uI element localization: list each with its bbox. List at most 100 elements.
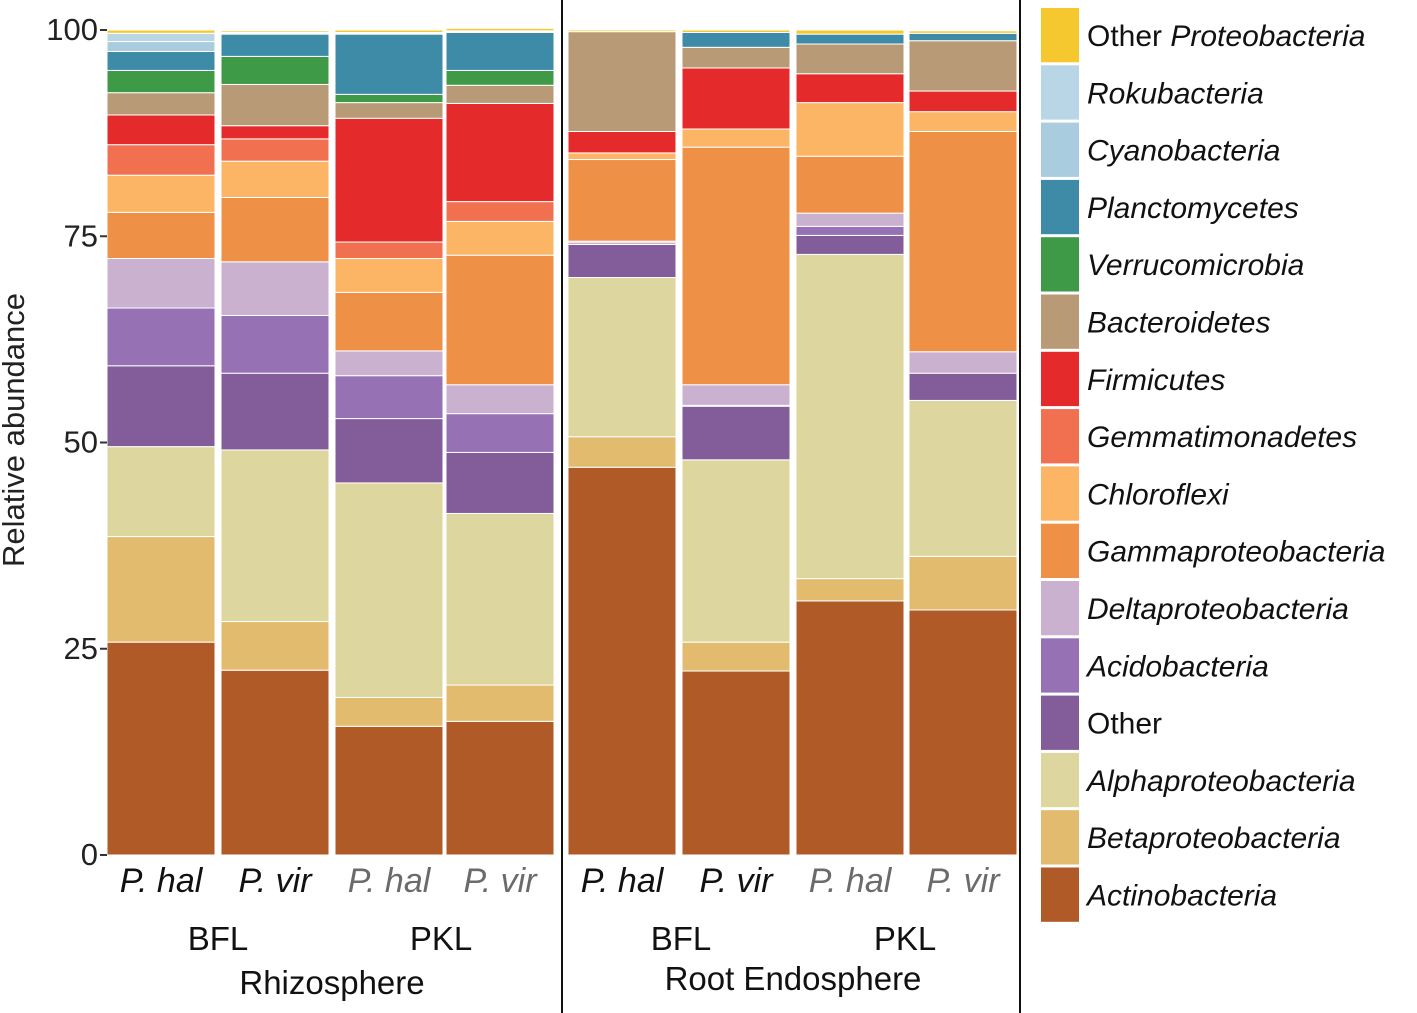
legend-label-bacteroidetes: Bacteroidetes bbox=[1087, 307, 1270, 340]
legend-label-firmicutes: Firmicutes bbox=[1087, 364, 1225, 397]
bar-segment-verrucomicrobia-3 bbox=[334, 93, 444, 104]
bar-segment-gammaproteobacteria-3 bbox=[334, 291, 444, 352]
bar-segment-other-6 bbox=[681, 405, 791, 461]
bar-segment-actinobacteria-2 bbox=[220, 669, 330, 856]
site-group-label-3: BFL bbox=[651, 920, 712, 957]
x-category-label-1: P. hal bbox=[120, 862, 204, 900]
bar-segment-bacteroidetes-7 bbox=[795, 43, 905, 75]
legend-swatch-other bbox=[1041, 695, 1079, 750]
x-category-label-6: P. vir bbox=[699, 862, 774, 900]
bar-segment-alphaproteobacteria-6 bbox=[681, 459, 791, 643]
bar-segment-acidobacteria-7 bbox=[795, 225, 905, 236]
bar-segment-betaproteobacteria-2 bbox=[220, 621, 330, 671]
bar-segment-chloroflexi-5 bbox=[567, 152, 677, 161]
bar-segment-planctomycetes-8 bbox=[908, 32, 1018, 42]
legend-label-taxon: Alphaproteobacteria bbox=[1085, 765, 1356, 798]
bar-segment-bacteroidetes-1 bbox=[106, 92, 216, 116]
bar-segment-deltaproteobacteria-6 bbox=[681, 384, 791, 406]
bar-segment-chloroflexi-4 bbox=[445, 220, 555, 256]
bar-segment-gammaproteobacteria-2 bbox=[220, 196, 330, 263]
bar-segment-gemmatimonadetes-3 bbox=[334, 241, 444, 260]
bar-segment-other-proteobacteria-1 bbox=[106, 29, 216, 34]
bar-segment-verrucomicrobia-1 bbox=[106, 69, 216, 94]
bar-segment-firmicutes-2 bbox=[220, 125, 330, 140]
bar-segment-gemmatimonadetes-4 bbox=[445, 201, 555, 222]
bar-segment-other-2 bbox=[220, 372, 330, 451]
legend-label-taxon: Rokubacteria bbox=[1087, 77, 1264, 110]
bar-segment-other-proteobacteria-3 bbox=[334, 29, 444, 33]
legend-label-gemmatimonadetes: Gemmatimonadetes bbox=[1087, 421, 1357, 454]
bar-segment-chloroflexi-1 bbox=[106, 174, 216, 213]
bar-segment-bacteroidetes-5 bbox=[567, 31, 677, 132]
legend-label-taxon: Proteobacteria bbox=[1170, 20, 1365, 53]
bar-segment-firmicutes-6 bbox=[681, 67, 791, 130]
legend-swatch-betaproteobacteria bbox=[1041, 810, 1079, 865]
bar-segment-planctomycetes-6 bbox=[681, 31, 791, 48]
legend-swatch-gammaproteobacteria bbox=[1041, 523, 1079, 578]
bar-segment-actinobacteria-1 bbox=[106, 641, 216, 856]
bar-segment-other-proteobacteria-8 bbox=[908, 30, 1018, 34]
legend-swatch-chloroflexi bbox=[1041, 466, 1079, 521]
bar-segment-gammaproteobacteria-4 bbox=[445, 254, 555, 386]
legend-label-taxon: Gammaproteobacteria bbox=[1087, 536, 1385, 569]
bar-segment-other-4 bbox=[445, 451, 555, 514]
bar-segment-actinobacteria-6 bbox=[681, 670, 791, 856]
bar-segment-acidobacteria-3 bbox=[334, 375, 444, 420]
bar-segment-alphaproteobacteria-7 bbox=[795, 253, 905, 580]
bar-segment-other-7 bbox=[795, 234, 905, 255]
site-group-label-2: PKL bbox=[410, 920, 472, 957]
legend-swatch-gemmatimonadetes bbox=[1041, 409, 1079, 464]
bar-segment-gammaproteobacteria-1 bbox=[106, 211, 216, 260]
bar-segment-planctomycetes-4 bbox=[445, 31, 555, 71]
bar-segment-firmicutes-4 bbox=[445, 102, 555, 203]
bar-segment-other-3 bbox=[334, 418, 444, 484]
bar-segment-other-proteobacteria-6 bbox=[681, 29, 791, 33]
bar-segment-alphaproteobacteria-4 bbox=[445, 512, 555, 686]
bar-segment-actinobacteria-8 bbox=[908, 609, 1018, 856]
bar-segment-other-1 bbox=[106, 365, 216, 448]
bar-segment-chloroflexi-7 bbox=[795, 102, 905, 157]
legend-swatch-rokubacteria bbox=[1041, 65, 1079, 120]
legend-swatch-bacteroidetes bbox=[1041, 294, 1079, 349]
legend-swatch-actinobacteria bbox=[1041, 867, 1079, 922]
bar-segment-chloroflexi-2 bbox=[220, 160, 330, 198]
bar-segment-actinobacteria-3 bbox=[334, 725, 444, 856]
bar-segment-planctomycetes-3 bbox=[334, 33, 444, 95]
legend-label-taxon: Cyanobacteria bbox=[1087, 135, 1280, 168]
x-category-label-3: P. hal bbox=[348, 862, 432, 900]
bar-segment-bacteroidetes-8 bbox=[908, 40, 1018, 92]
bar-segment-chloroflexi-6 bbox=[681, 128, 791, 148]
bar-segment-acidobacteria-4 bbox=[445, 413, 555, 453]
bar-segment-actinobacteria-7 bbox=[795, 600, 905, 856]
compartment-label-1: Rhizosphere bbox=[239, 964, 424, 1001]
y-tick-label-100: 100 bbox=[46, 12, 98, 47]
bar-segment-firmicutes-1 bbox=[106, 114, 216, 146]
y-tick-label-75: 75 bbox=[64, 218, 98, 253]
legend-label-taxon: Betaproteobacteria bbox=[1087, 822, 1341, 855]
bar-segment-betaproteobacteria-7 bbox=[795, 578, 905, 602]
site-group-label-4: PKL bbox=[874, 920, 936, 957]
x-category-label-4: P. vir bbox=[463, 862, 538, 900]
legend-label-taxon: Gemmatimonadetes bbox=[1087, 421, 1357, 454]
bar-segment-alphaproteobacteria-5 bbox=[567, 277, 677, 438]
bar-segment-betaproteobacteria-5 bbox=[567, 436, 677, 468]
legend-label-betaproteobacteria: Betaproteobacteria bbox=[1087, 822, 1341, 855]
legend-label-alphaproteobacteria: Alphaproteobacteria bbox=[1085, 765, 1356, 798]
legend-label-acidobacteria: Acidobacteria bbox=[1085, 650, 1269, 683]
legend-label-taxon: Firmicutes bbox=[1087, 364, 1225, 397]
y-axis-label: Relative abundance bbox=[0, 293, 31, 567]
bar-segment-bacteroidetes-3 bbox=[334, 102, 444, 119]
x-category-label-7: P. hal bbox=[809, 862, 893, 900]
bar-segment-deltaproteobacteria-2 bbox=[220, 261, 330, 316]
legend-swatch-other-proteobacteria bbox=[1041, 8, 1079, 63]
bar-segment-chloroflexi-8 bbox=[908, 111, 1018, 132]
bar-segment-deltaproteobacteria-8 bbox=[908, 351, 1018, 374]
bar-segment-bacteroidetes-2 bbox=[220, 83, 330, 127]
legend-label-deltaproteobacteria: Deltaproteobacteria bbox=[1087, 593, 1349, 626]
legend-swatch-planctomycetes bbox=[1041, 179, 1079, 235]
bar-segment-bacteroidetes-6 bbox=[681, 46, 791, 69]
bar-segment-firmicutes-3 bbox=[334, 117, 444, 243]
bar-segment-acidobacteria-1 bbox=[106, 307, 216, 367]
bar-segment-alphaproteobacteria-3 bbox=[334, 482, 444, 698]
legend-label-prefix: Other bbox=[1087, 708, 1162, 741]
